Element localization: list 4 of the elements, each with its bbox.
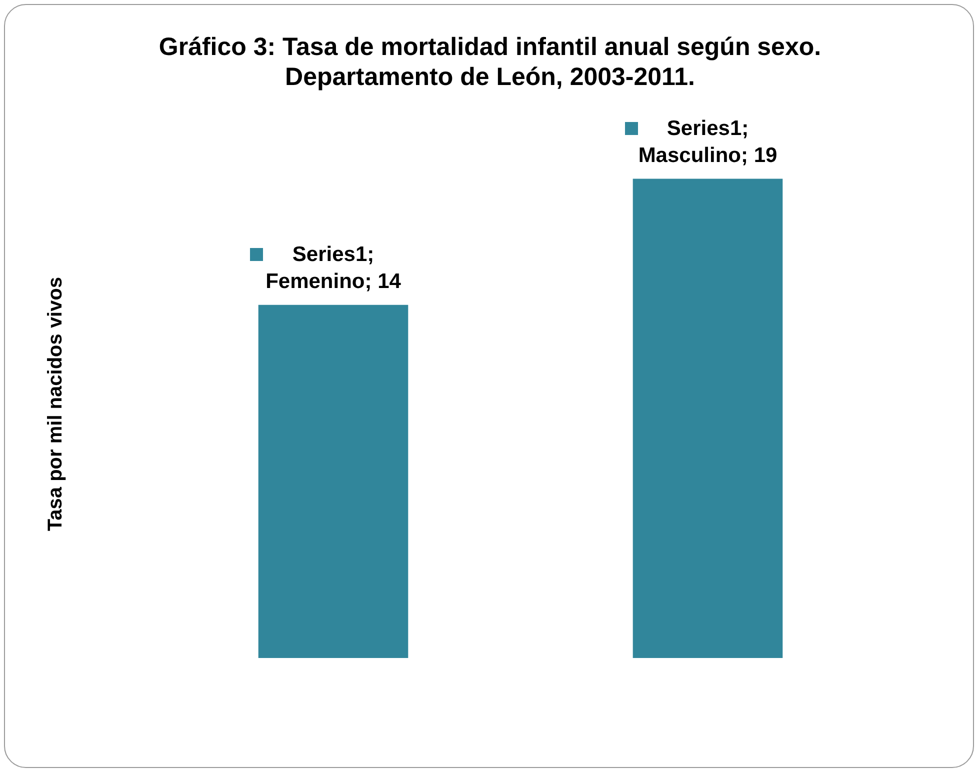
data-label: Series1; Femenino; 14 <box>266 243 402 294</box>
chart-title: Gráfico 3: Tasa de mortalidad infantil anual según sexo. Departamento de León, 2003-2011. <box>158 32 822 92</box>
data-label: Series1; Masculino; 19 <box>638 117 778 168</box>
y-axis-title: Tasa por mil nacidos vivos <box>44 276 67 532</box>
